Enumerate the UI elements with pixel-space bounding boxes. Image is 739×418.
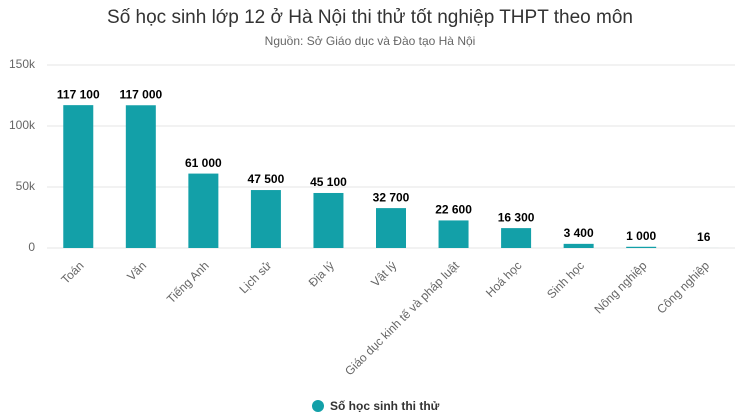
bar [563,243,594,248]
bar [63,105,94,248]
x-tick-label: Hoá học [483,258,525,300]
x-tick-label: Vật lý [368,258,399,289]
x-tick-label: Toán [58,258,86,286]
value-label: 16 [697,230,711,244]
bar [250,190,281,248]
x-tick-label: Sinh học [544,258,587,301]
x-tick-label: Công nghiệp [654,258,712,316]
y-tick-label: 50k [16,179,36,193]
value-label: 3 400 [564,226,594,240]
bar [125,105,156,248]
bar [626,246,657,248]
bar [313,192,344,248]
legend-label: Số học sinh thi thử [330,399,440,413]
value-label: 32 700 [373,190,410,204]
x-tick-label: Tiếng Anh [164,258,212,306]
bar [438,220,469,248]
x-tick-label: Nông nghiệp [592,258,650,316]
y-tick-label: 100k [9,118,36,132]
chart-title: Số học sinh lớp 12 ở Hà Nội thi thử tốt … [107,7,633,28]
value-label: 1 000 [626,229,656,243]
bar [501,228,532,248]
chart-subtitle: Nguồn: Sở Giáo dục và Đào tạo Hà Nội [265,34,476,48]
value-label: 117 000 [119,87,162,101]
y-tick-label: 150k [9,57,36,71]
x-tick-label: Lịch sử [237,258,275,296]
value-label: 47 500 [248,172,285,186]
value-label: 22 600 [435,203,472,217]
value-label: 16 300 [498,210,535,224]
bar [376,208,406,248]
y-tick-label: 0 [28,240,35,254]
x-tick-label: Văn [124,258,149,283]
x-tick-label: Giáo dục kinh tế và pháp luật [342,258,462,378]
bar [188,173,219,248]
value-label: 61 000 [185,156,222,170]
x-tick-label: Địa lý [306,258,337,289]
value-label: 117 100 [57,87,100,101]
legend-marker [312,400,324,412]
value-label: 45 100 [310,175,347,189]
